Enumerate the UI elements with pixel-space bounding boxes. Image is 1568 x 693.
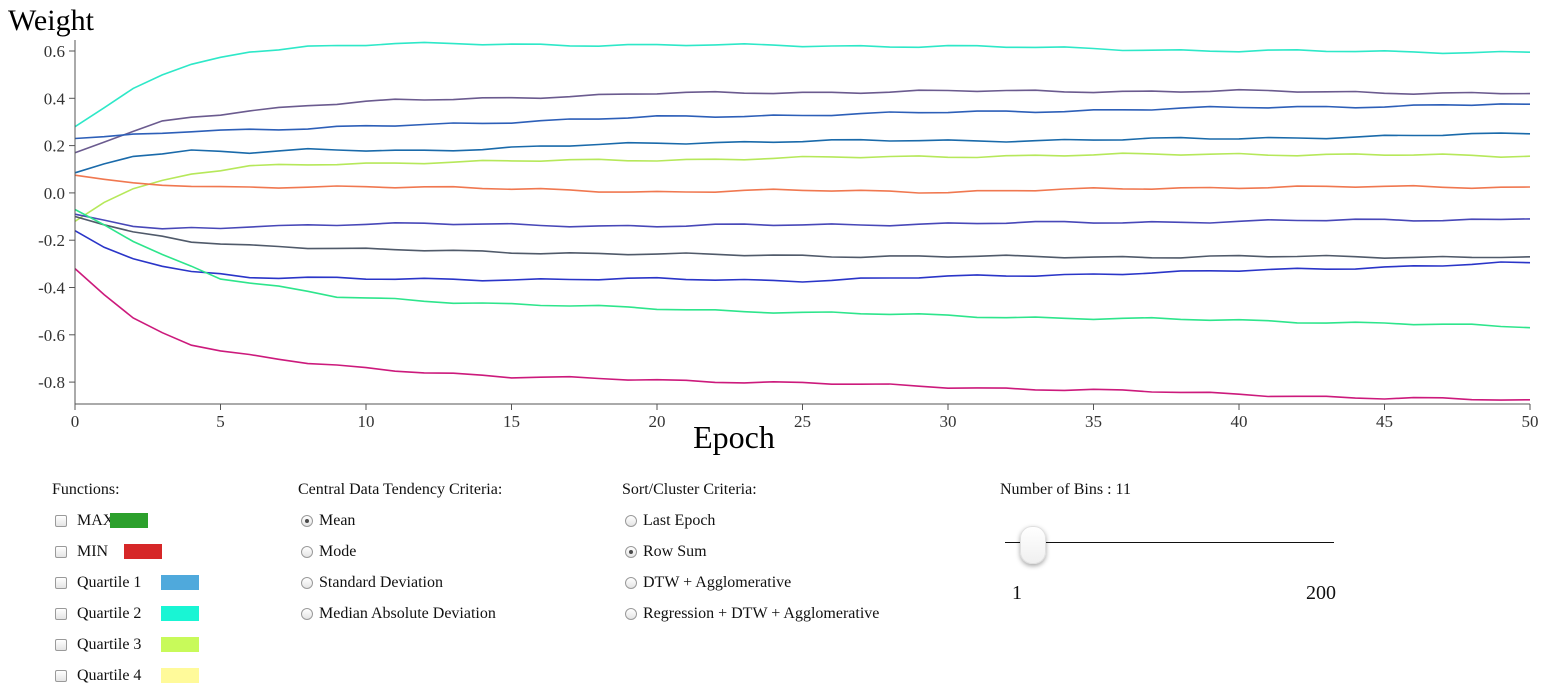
y-tick-label: 0.4 bbox=[44, 89, 66, 108]
series-line bbox=[74, 152, 1531, 222]
sort-cluster-title: Sort/Cluster Criteria: bbox=[622, 481, 757, 498]
axes bbox=[74, 40, 1530, 405]
sort-cluster-radio[interactable] bbox=[625, 546, 637, 558]
sort-cluster-option-label: Last Epoch bbox=[643, 512, 716, 529]
sort-cluster-panel: Sort/Cluster Criteria: Last Epoch Row Sum… bbox=[622, 480, 952, 630]
x-tick-label: 20 bbox=[649, 412, 666, 431]
sort-cluster-option-label: DTW + Agglomerative bbox=[643, 574, 792, 591]
sort-cluster-option[interactable]: Row Sum bbox=[622, 541, 707, 563]
sort-cluster-radio[interactable] bbox=[625, 608, 637, 620]
function-row[interactable]: Quartile 4 bbox=[52, 665, 199, 687]
x-tick-label: 25 bbox=[794, 412, 811, 431]
y-tick-label: -0.2 bbox=[38, 231, 65, 250]
functions-panel: Functions: MAX MIN Quartile 1 Quartile 2 Qua… bbox=[52, 480, 252, 690]
x-tick-label: 0 bbox=[71, 412, 80, 431]
x-tick-label: 10 bbox=[358, 412, 375, 431]
x-tick-label: 45 bbox=[1376, 412, 1393, 431]
bins-slider-thumb[interactable] bbox=[1020, 526, 1046, 564]
y-tick-label: 0.2 bbox=[44, 137, 65, 156]
sort-cluster-option[interactable]: Last Epoch bbox=[622, 510, 715, 532]
function-checkbox[interactable] bbox=[55, 577, 67, 589]
series-line bbox=[74, 103, 1531, 140]
series-line bbox=[74, 132, 1531, 174]
function-row[interactable]: Quartile 1 bbox=[52, 572, 199, 594]
central-tendency-option-label: Standard Deviation bbox=[319, 574, 443, 591]
central-tendency-radio[interactable] bbox=[301, 608, 313, 620]
function-color-swatch bbox=[161, 606, 199, 621]
series-line bbox=[74, 268, 1531, 401]
x-tick-label: 30 bbox=[940, 412, 957, 431]
function-label: MAX bbox=[77, 512, 115, 529]
series-line bbox=[74, 88, 1531, 154]
central-tendency-option-label: Median Absolute Deviation bbox=[319, 605, 496, 622]
function-color-swatch bbox=[161, 637, 199, 652]
function-label: Quartile 4 bbox=[77, 667, 142, 684]
function-checkbox[interactable] bbox=[55, 515, 67, 527]
series-line bbox=[74, 208, 1531, 329]
function-row[interactable]: MIN bbox=[52, 541, 162, 563]
function-row[interactable]: Quartile 2 bbox=[52, 603, 199, 625]
bins-title: Number of Bins : 11 bbox=[1000, 481, 1131, 498]
central-tendency-panel: Central Data Tendency Criteria: Mean Mode… bbox=[298, 480, 598, 630]
y-axis-label: Weight bbox=[8, 4, 95, 37]
function-checkbox[interactable] bbox=[55, 670, 67, 682]
central-tendency-radio[interactable] bbox=[301, 515, 313, 527]
central-tendency-option[interactable]: Mean bbox=[298, 510, 355, 532]
y-ticks: 0.6 0.4 0.2 0.0 -0.2 -0.4 -0.6 -0.8 bbox=[38, 42, 75, 392]
y-tick-label: -0.8 bbox=[38, 373, 65, 392]
series-line bbox=[74, 213, 1531, 230]
x-axis-label: Epoch bbox=[693, 419, 775, 455]
central-tendency-option[interactable]: Mode bbox=[298, 541, 356, 563]
weight-line-chart: 0.6 0.4 0.2 0.0 -0.2 -0.4 -0.6 -0.8 0 5 10 15 20 25 3… bbox=[8, 4, 1539, 455]
central-tendency-radio[interactable] bbox=[301, 577, 313, 589]
sort-cluster-radio[interactable] bbox=[625, 515, 637, 527]
series-line bbox=[74, 41, 1531, 128]
series-lines bbox=[74, 41, 1531, 401]
series-line bbox=[74, 230, 1531, 283]
sort-cluster-option[interactable]: DTW + Agglomerative bbox=[622, 572, 791, 594]
bins-slider-track[interactable] bbox=[1005, 542, 1334, 543]
x-tick-label: 5 bbox=[216, 412, 225, 431]
function-checkbox[interactable] bbox=[55, 546, 67, 558]
series-line bbox=[74, 215, 1531, 260]
bins-slider-min-label: 1 bbox=[1012, 582, 1022, 604]
function-row[interactable]: Quartile 3 bbox=[52, 634, 199, 656]
central-tendency-option[interactable]: Standard Deviation bbox=[298, 572, 443, 594]
functions-title: Functions: bbox=[52, 481, 120, 498]
function-label: MIN bbox=[77, 543, 109, 560]
bins-slider-max-label: 200 bbox=[1306, 582, 1336, 604]
central-tendency-option[interactable]: Median Absolute Deviation bbox=[298, 603, 496, 625]
x-tick-label: 35 bbox=[1085, 412, 1102, 431]
central-tendency-option-label: Mean bbox=[319, 512, 356, 529]
function-row[interactable]: MAX bbox=[52, 510, 148, 532]
x-ticks: 0 5 10 15 20 25 30 35 40 45 50 bbox=[71, 404, 1539, 431]
function-color-swatch bbox=[124, 544, 162, 559]
function-color-swatch bbox=[110, 513, 148, 528]
series-line bbox=[74, 174, 1531, 194]
y-tick-label: 0.0 bbox=[44, 184, 65, 203]
function-checkbox[interactable] bbox=[55, 639, 67, 651]
function-checkbox[interactable] bbox=[55, 608, 67, 620]
bins-panel: Number of Bins : 11 1 200 bbox=[1000, 480, 1360, 620]
x-tick-label: 15 bbox=[503, 412, 520, 431]
central-tendency-radio[interactable] bbox=[301, 546, 313, 558]
sort-cluster-option-label: Regression + DTW + Agglomerative bbox=[643, 605, 880, 622]
sort-cluster-option-label: Row Sum bbox=[643, 543, 707, 560]
central-tendency-title: Central Data Tendency Criteria: bbox=[298, 481, 503, 498]
y-tick-label: 0.6 bbox=[44, 42, 65, 61]
x-tick-label: 40 bbox=[1231, 412, 1248, 431]
central-tendency-option-label: Mode bbox=[319, 543, 357, 560]
x-tick-label: 50 bbox=[1522, 412, 1539, 431]
sort-cluster-option[interactable]: Regression + DTW + Agglomerative bbox=[622, 603, 879, 625]
function-color-swatch bbox=[161, 668, 199, 683]
function-label: Quartile 2 bbox=[77, 605, 142, 622]
function-label: Quartile 3 bbox=[77, 636, 142, 653]
sort-cluster-radio[interactable] bbox=[625, 577, 637, 589]
function-label: Quartile 1 bbox=[77, 574, 142, 591]
function-color-swatch bbox=[161, 575, 199, 590]
y-tick-label: -0.6 bbox=[38, 326, 65, 345]
y-tick-label: -0.4 bbox=[38, 279, 65, 298]
